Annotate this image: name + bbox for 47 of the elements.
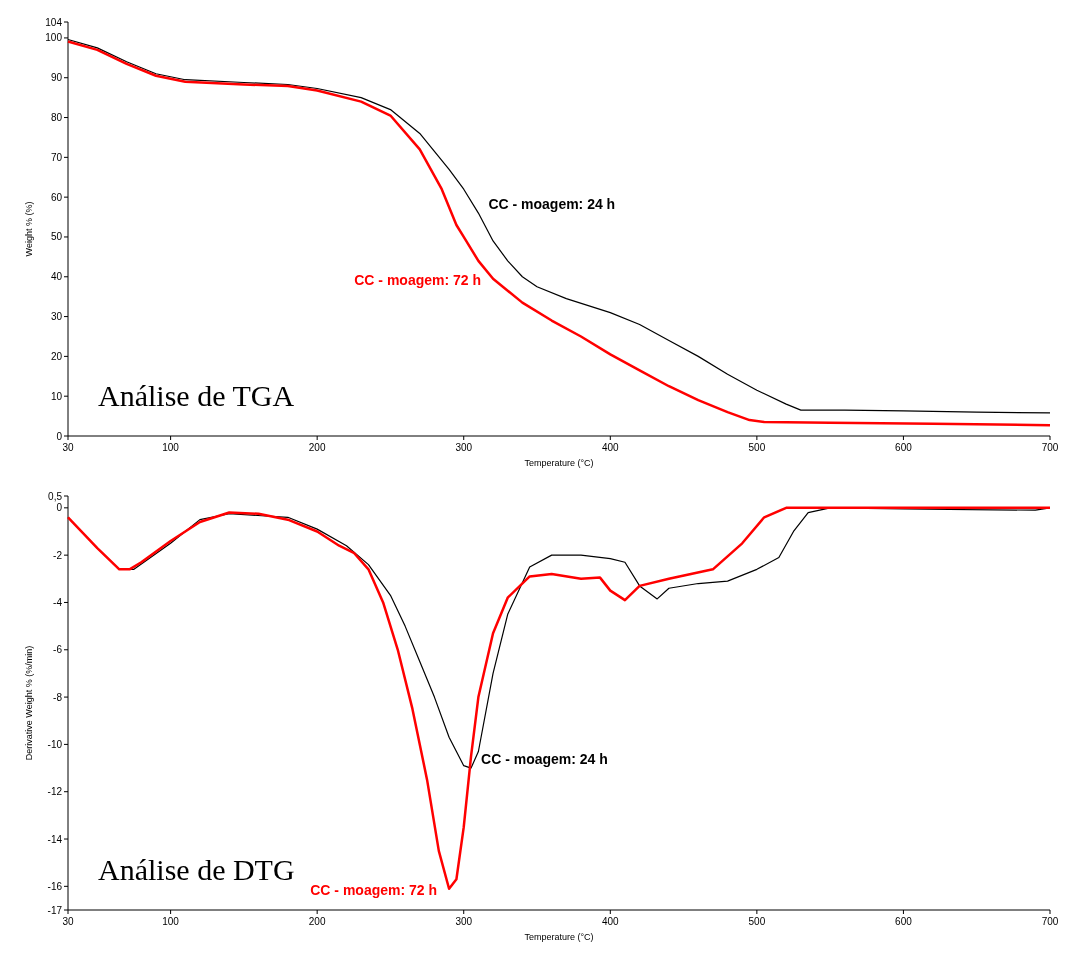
text: Análise de TGA: [98, 379, 295, 412]
y-tick-label: 20: [50, 350, 63, 362]
annotation: CC - moagem: 24 h: [481, 751, 608, 768]
y-tick-label: 40: [50, 271, 63, 283]
y-tick-label: 30: [50, 311, 63, 323]
y-tick-label: 0,5: [48, 490, 63, 502]
x-tick-label: 400: [601, 442, 620, 453]
y-tick-label: 50: [50, 231, 63, 243]
y-tick-label: 60: [50, 191, 63, 203]
y-tick-label: 70: [50, 151, 63, 163]
x-tick-label: 500: [748, 916, 766, 927]
y-tick-label: 0: [56, 502, 63, 514]
x-tick-label: 400: [601, 916, 620, 927]
text: Análise de DTG: [98, 853, 295, 886]
x-axis-title: Temperature (°C): [524, 932, 594, 942]
y-tick-label: -12: [47, 786, 63, 798]
x-tick-label: 200: [308, 916, 326, 927]
x-tick-label: 600: [895, 916, 913, 927]
y-tick-label: 100: [45, 32, 63, 44]
y-tick-label: -14: [47, 833, 63, 845]
y-tick-label: 0: [56, 430, 63, 442]
y-tick-label: -4: [53, 596, 63, 608]
annotation: CC - moagem: 72 h: [354, 271, 482, 288]
y-tick-label: -16: [47, 880, 63, 892]
x-tick-label: 200: [308, 442, 326, 453]
y-tick-label: -2: [53, 549, 63, 561]
y-tick-label: 90: [50, 72, 63, 84]
y-tick-label: -8: [53, 691, 63, 703]
x-tick-label: 300: [455, 916, 473, 927]
y-tick-label: -6: [53, 644, 63, 656]
y-axis-title: Weight % (%): [24, 201, 34, 257]
y-tick-label: -17: [47, 904, 63, 916]
x-tick-label: 700: [1041, 916, 1059, 927]
x-tick-label: 100: [162, 916, 180, 927]
annotation: CC - moagem: 24 h: [488, 196, 616, 213]
x-tick-label: 500: [748, 442, 766, 453]
y-tick-label: 80: [50, 112, 63, 124]
annotation: CC - moagem: 72 h: [310, 881, 438, 898]
y-axis-title: Derivative Weight % (%/min): [24, 645, 34, 761]
y-tick-label: 104: [45, 16, 63, 28]
y-tick-label: -10: [47, 738, 63, 750]
x-tick-label: 700: [1041, 442, 1059, 453]
x-axis-title: Temperature (°C): [524, 458, 594, 468]
x-tick-label: 300: [455, 442, 473, 453]
x-tick-label: 100: [162, 442, 180, 453]
y-tick-label: 10: [50, 390, 63, 402]
x-tick-label: 600: [895, 442, 913, 453]
